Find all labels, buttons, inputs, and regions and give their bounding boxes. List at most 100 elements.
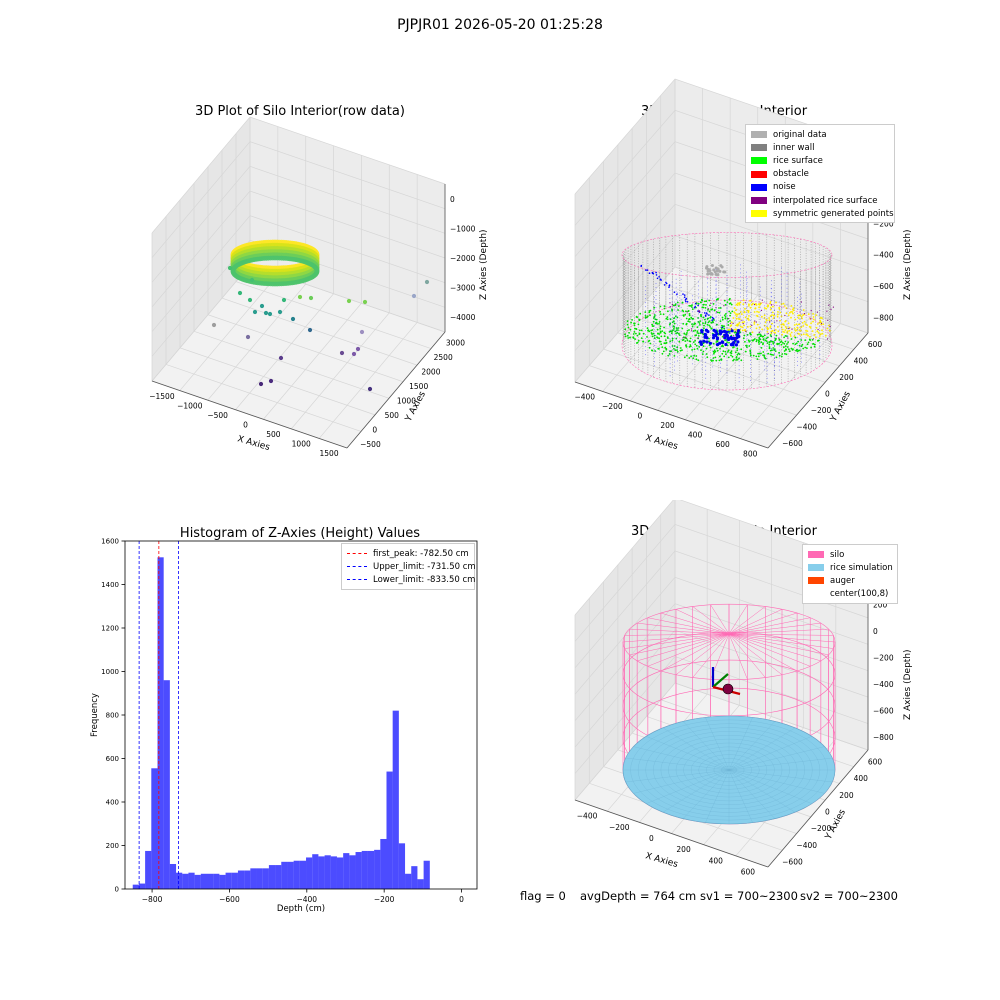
symmetric-generated-point — [739, 318, 741, 321]
rice-surface-point — [702, 316, 705, 319]
interpolated-rice-point — [728, 318, 730, 320]
rice-surface-point — [656, 328, 659, 331]
interpolated-rice-point — [697, 337, 699, 339]
legend-label: interpolated rice surface — [773, 195, 878, 206]
symmetric-generated-point — [761, 315, 763, 318]
rice-surface-point — [659, 330, 662, 333]
noise-point — [730, 342, 734, 346]
rice-surface-point — [729, 297, 731, 300]
rice-surface-point — [716, 298, 719, 300]
rice-surface-point — [659, 305, 662, 308]
rice-surface-point — [695, 358, 698, 361]
rice-surface-point — [654, 322, 657, 325]
rice-surface-point — [763, 356, 766, 358]
plot4-axes: −400−2000200400600−600−400−2000200400600… — [574, 500, 913, 876]
rice-surface-point — [721, 328, 723, 330]
rice-surface-point — [780, 355, 783, 358]
histogram-bar — [213, 873, 220, 889]
symmetric-generated-point — [756, 310, 758, 313]
rice-surface-point — [635, 332, 637, 335]
rice-surface-point — [765, 340, 768, 342]
silo-roof-line — [728, 606, 766, 635]
plot4-xlabel: X Axies — [644, 851, 679, 870]
interpolated-rice-point — [730, 328, 733, 330]
silo-roof-line — [624, 633, 730, 649]
rice-surface-point — [742, 337, 745, 340]
symmetric-generated-point — [743, 321, 746, 323]
symmetric-generated-point — [740, 313, 743, 316]
silo-roof-line — [624, 633, 730, 636]
silo-roof-line — [728, 633, 811, 667]
rice-surface-point — [786, 346, 789, 348]
symmetric-generated-point — [792, 307, 795, 310]
rice-surface-point — [798, 349, 801, 352]
symmetric-generated-point — [741, 326, 744, 329]
rice-surface-point — [780, 340, 783, 343]
rice-surface-point — [783, 342, 786, 345]
noise-point — [659, 278, 662, 281]
symmetric-generated-point — [758, 311, 760, 314]
rice-surface-point — [673, 347, 675, 350]
rice-mesh-spoke — [625, 769, 730, 783]
rice-surface-point — [775, 337, 777, 340]
raw-data-point — [346, 298, 352, 304]
grid-line-z — [574, 266, 869, 383]
rice-surface-point — [757, 339, 760, 342]
symmetric-generated-point — [828, 324, 830, 327]
rice-surface-point — [720, 359, 723, 361]
interpolated-rice-point — [791, 328, 793, 330]
rice-surface-point — [813, 343, 816, 346]
rice-surface-point — [774, 350, 777, 352]
rice-surface-point — [697, 359, 700, 362]
symmetric-generated-point — [787, 322, 790, 325]
rice-surface-point — [689, 344, 692, 346]
rice-surface-point — [675, 332, 677, 335]
interpolated-rice-point — [755, 321, 757, 323]
x-tick-label: 400 — [688, 430, 703, 439]
symmetric-generated-point — [771, 314, 773, 316]
symmetric-generated-point — [771, 311, 774, 314]
legend-swatch — [808, 577, 824, 585]
rice-surface-point — [732, 346, 734, 349]
legend-label: noise — [773, 182, 796, 193]
noise-point — [704, 315, 707, 317]
histogram-bar — [250, 868, 257, 889]
x-tick-label: 1000 — [292, 440, 311, 449]
rice-surface-point — [678, 340, 681, 343]
rice-surface-point — [696, 330, 699, 333]
legend-swatch — [808, 590, 824, 598]
silo-roof-line — [675, 609, 730, 635]
raw-data-point — [278, 355, 284, 361]
symmetric-generated-point — [788, 329, 791, 332]
histogram-bar — [176, 872, 183, 889]
legend-label: Upper_limit: -731.50 cm — [373, 561, 476, 572]
interpolated-rice-point — [778, 337, 780, 339]
rice-surface-point — [659, 325, 662, 328]
rice-surface-point — [626, 323, 629, 326]
histogram-xlabel: Depth (cm) — [277, 904, 325, 914]
rice-surface-point — [692, 341, 695, 343]
rice-surface-point — [726, 341, 728, 344]
rice-surface-point — [758, 336, 761, 339]
y-tick-label: 1200 — [101, 625, 119, 633]
rice-surface-point — [697, 332, 700, 335]
y-tick-label: 2500 — [434, 353, 453, 362]
histogram-bar — [417, 879, 424, 889]
noise-point — [685, 297, 688, 300]
noise-point — [682, 293, 684, 295]
legend-swatch — [808, 564, 824, 572]
z-tick-label: −200 — [873, 654, 894, 663]
rice-surface-point — [646, 315, 649, 318]
symmetric-generated-point — [753, 323, 756, 325]
symmetric-generated-point — [770, 332, 773, 335]
rice-surface-point — [810, 346, 812, 349]
rice-surface-point — [661, 352, 664, 355]
symmetric-generated-point — [808, 325, 811, 328]
histogram-bar — [207, 873, 214, 889]
rice-surface-point — [707, 308, 709, 311]
rice-surface-point — [756, 333, 759, 336]
rice-surface-point — [670, 332, 673, 335]
footer-avg-depth: avgDepth = 764 cm — [580, 889, 697, 903]
rice-surface-point — [671, 330, 673, 333]
rice-surface-point — [652, 332, 655, 335]
